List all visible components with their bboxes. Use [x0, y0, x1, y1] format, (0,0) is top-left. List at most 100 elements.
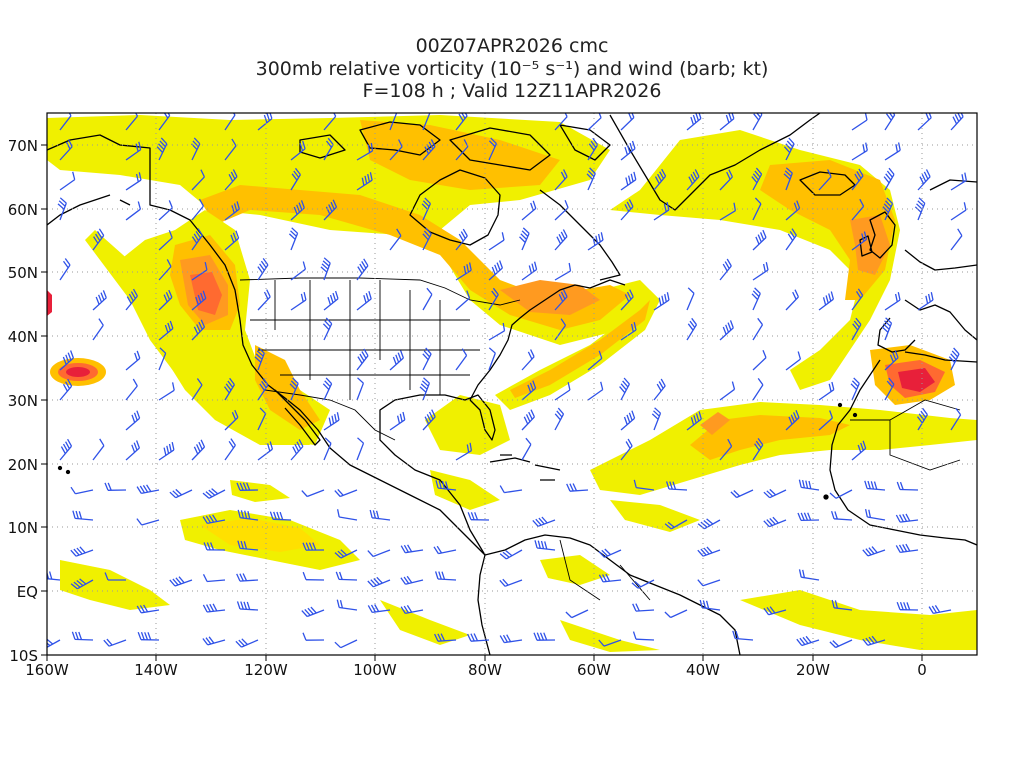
wind-barb-icon: [798, 479, 820, 491]
wind-barb-icon: [598, 573, 622, 583]
wind-barb-icon: [881, 317, 893, 341]
wind-barb-icon: [302, 542, 325, 551]
lat-label: EQ: [17, 583, 38, 601]
wind-barb-icon: [389, 113, 398, 131]
lat-label: 50N: [8, 264, 38, 282]
wind-barb-icon: [534, 540, 556, 551]
wind-barb-icon: [59, 438, 73, 461]
wind-barb-icon: [422, 409, 436, 431]
vorticity-field: [230, 480, 290, 502]
wind-barb-icon: [224, 113, 236, 131]
wind-barb-icon: [158, 441, 175, 461]
wind-barb-icon: [532, 516, 556, 527]
wind-barb-icon: [336, 509, 358, 521]
lat-label: 40N: [8, 328, 38, 346]
political-borders: [149, 148, 961, 601]
wind-barb-icon: [521, 437, 532, 461]
wind-barb-icon: [224, 169, 238, 191]
wind-barb-icon: [783, 167, 793, 191]
wind-barb-icon: [467, 512, 490, 521]
wind-barb-icon: [719, 258, 732, 281]
wind-barb-icon: [335, 571, 358, 581]
wind-barb-icon: [521, 200, 537, 221]
wind-barb-icon: [467, 633, 490, 642]
wind-barb-icon: [104, 482, 127, 491]
wind-barb-icon: [236, 482, 259, 491]
wind-barb-icon: [719, 169, 733, 191]
wind-barb-icon: [587, 232, 604, 251]
wind-barb-icon: [202, 488, 226, 499]
wind-barb-icon: [334, 549, 358, 559]
wind-barb-icon: [884, 292, 901, 311]
wind-barb-icon: [783, 137, 795, 161]
wind-barb-icon: [752, 438, 764, 461]
wind-barb-icon: [59, 139, 73, 161]
vorticity-field: [380, 600, 470, 645]
wind-barb-icon: [323, 437, 332, 461]
wind-barb-icon: [851, 231, 868, 251]
wind-barb-icon: [224, 201, 240, 221]
wind-barb-icon: [719, 381, 736, 401]
wind-barb-icon: [224, 230, 240, 251]
wind-barb-icon: [137, 631, 160, 641]
wind-barb-icon: [653, 292, 670, 311]
wind-barb-icon: [829, 639, 853, 649]
wind-barb-icon: [434, 633, 457, 642]
coastline-gulf: [379, 394, 496, 556]
wind-barb-icon: [864, 480, 886, 491]
wind-barb-icon: [752, 378, 764, 401]
wind-barb-icon: [565, 609, 589, 619]
wind-barb-icon: [499, 485, 523, 494]
wind-barb-icon: [697, 579, 721, 587]
wind-barb-icon: [632, 631, 655, 641]
lon-label: 140W: [134, 661, 178, 679]
wind-barb-icon: [864, 508, 886, 521]
vorticity-field: [66, 367, 90, 377]
wind-barb-icon: [136, 604, 160, 614]
wind-barb-icon: [356, 437, 365, 461]
wind-barb-icon: [914, 197, 926, 221]
wind-barb-icon: [851, 168, 864, 191]
wind-barb-icon: [598, 548, 622, 558]
wind-barb-icon: [455, 348, 468, 371]
wind-barb-icon: [322, 377, 333, 401]
wind-barb-icon: [895, 543, 919, 554]
wind-barb-icon: [422, 347, 432, 371]
wind-barb-icon: [356, 258, 369, 281]
coastline-caribbean: [489, 454, 561, 481]
wind-barb-icon: [202, 603, 226, 613]
wind-barb-icon: [752, 317, 764, 341]
coastline-south-america: [477, 534, 741, 655]
wind-barb-icon: [719, 438, 733, 461]
wind-barb-icon: [57, 197, 67, 221]
wind-barb-icon: [191, 290, 207, 311]
wind-barb-icon: [620, 410, 636, 431]
wind-barb-icon: [290, 291, 307, 311]
wind-barb-icon: [389, 411, 406, 431]
wind-barb-icon: [422, 113, 431, 131]
lon-label: 160W: [25, 661, 69, 679]
wind-barb-icon: [818, 169, 832, 191]
border-africa: [850, 399, 961, 471]
wind-barb-icon: [554, 200, 569, 221]
wind-barb-icon: [302, 632, 325, 641]
coastline-hawaii: [65, 469, 71, 475]
wind-barb-icon: [323, 113, 337, 131]
wind-barb-icon: [356, 142, 374, 161]
wind-barb-icon: [356, 348, 369, 371]
wind-barb-icon: [290, 140, 306, 161]
wind-barb-icon: [367, 604, 391, 614]
wind-barb-icon: [356, 377, 365, 401]
wind-barb-icon: [367, 549, 391, 558]
wind-barb-icon: [521, 409, 535, 431]
wind-barb-icon: [191, 378, 203, 401]
wind-barb-icon: [917, 292, 934, 311]
wind-barb-icon: [156, 137, 168, 161]
wind-barb-icon: [752, 229, 767, 251]
wind-barb-icon: [336, 599, 358, 611]
vorticity-field: [60, 560, 170, 610]
coastline-hudson-bay: [409, 169, 501, 246]
wind-barb-icon: [620, 113, 635, 131]
coastline-canaries: [852, 412, 858, 418]
wind-barb-icon: [400, 575, 424, 585]
